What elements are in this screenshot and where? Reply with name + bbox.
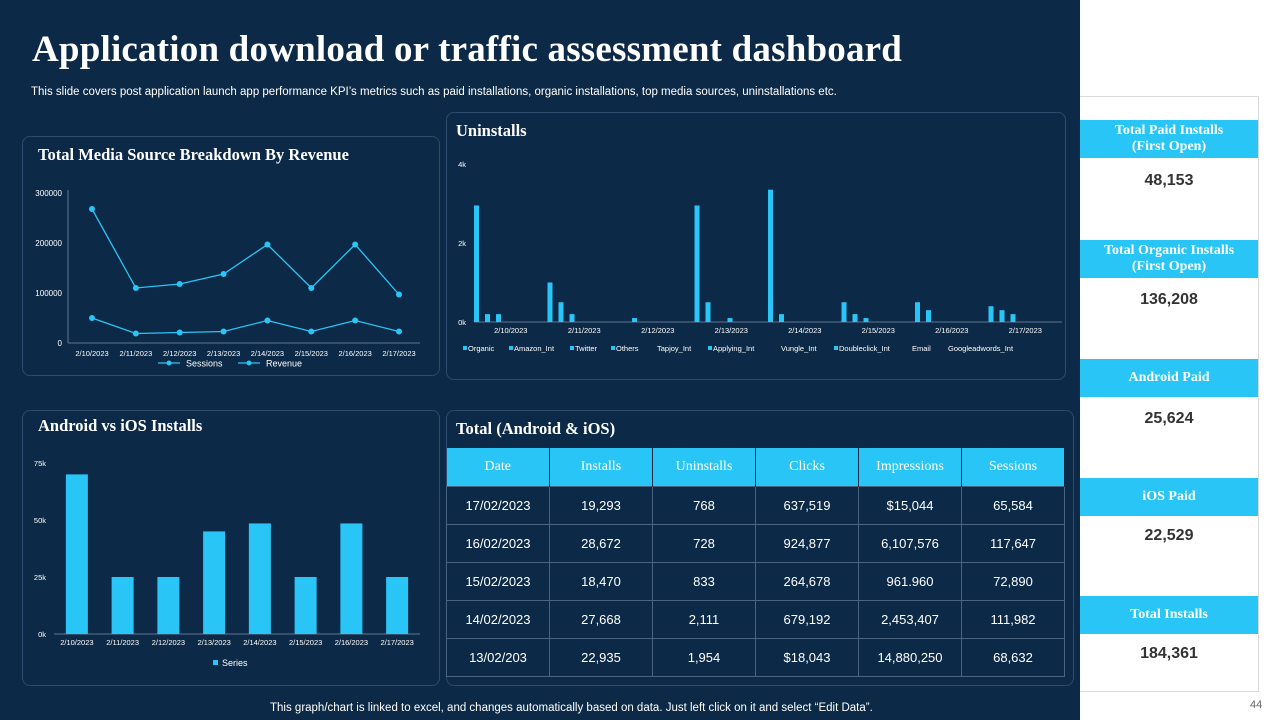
table-cell: 111,982: [961, 600, 1065, 639]
media-source-title: Total Media Source Breakdown By Revenue: [38, 145, 349, 164]
kpi-value-ios-paid: 22,529: [1144, 527, 1194, 544]
totals-table: Date Installs Uninstalls Clicks Impressions S…: [446, 448, 1065, 677]
table-row: 15/02/2023 18,470 833 264,678 961.960 72,890: [446, 562, 1065, 601]
page-subtitle: This slide covers post application launc…: [31, 86, 837, 98]
table-cell: 68,632: [961, 638, 1065, 677]
table-cell: 14/02/2023: [446, 600, 550, 639]
table-row: 14/02/2023 27,668 2,111 679,192 2,453,407 111…: [446, 600, 1065, 639]
column-header: Clicks: [755, 448, 859, 487]
table-cell: 28,672: [549, 524, 653, 563]
kpi-label-organic-installs: Total Organic Installs (First Open): [1080, 240, 1258, 278]
table-row: 17/02/2023 19,293 768 637,519 $15,044 65,584: [446, 486, 1065, 525]
table-cell: 961.960: [858, 562, 962, 601]
total-title: Total (Android & iOS): [456, 419, 616, 438]
table-cell: 14,880,250: [858, 638, 962, 677]
table-cell: 768: [652, 486, 756, 525]
table-cell: 27,668: [549, 600, 653, 639]
table-cell: 2,453,407: [858, 600, 962, 639]
table-cell: $15,044: [858, 486, 962, 525]
table-cell: 6,107,576: [858, 524, 962, 563]
table-cell: 15/02/2023: [446, 562, 550, 601]
footer-note: This graph/chart is linked to excel, and…: [270, 702, 873, 714]
kpi-value-android-paid: 25,624: [1144, 410, 1194, 427]
table-cell: 924,877: [755, 524, 859, 563]
column-header: Installs: [549, 448, 653, 487]
table-cell: 117,647: [961, 524, 1065, 563]
kpi-label-paid-installs: Total Paid Installs (First Open): [1080, 120, 1258, 158]
table-cell: 19,293: [549, 486, 653, 525]
table-cell: 1,954: [652, 638, 756, 677]
table-cell: 679,192: [755, 600, 859, 639]
media-source-panel: [22, 136, 440, 376]
table-row: 16/02/2023 28,672 728 924,877 6,107,576 117,6…: [446, 524, 1065, 563]
table-cell: 2,111: [652, 600, 756, 639]
kpi-label-android-paid: Android Paid: [1080, 359, 1258, 397]
installs-title: Android vs iOS Installs: [38, 416, 203, 435]
uninstalls-title: Uninstalls: [456, 121, 527, 140]
page-number: 44: [1250, 699, 1263, 711]
installs-panel: [22, 410, 440, 686]
table-cell: 13/02/203: [446, 638, 550, 677]
table-cell: 18,470: [549, 562, 653, 601]
kpi-value-total-installs: 184,361: [1140, 645, 1198, 662]
table-header-row: Date Installs Uninstalls Clicks Impressions S…: [446, 448, 1065, 487]
table-row: 13/02/203 22,935 1,954 $18,043 14,880,250 68,…: [446, 638, 1065, 677]
table-cell: 728: [652, 524, 756, 563]
column-header: Uninstalls: [652, 448, 756, 487]
kpi-label-ios-paid: iOS Paid: [1080, 478, 1258, 516]
table-cell: 16/02/2023: [446, 524, 550, 563]
column-header: Impressions: [858, 448, 962, 487]
table-cell: 637,519: [755, 486, 859, 525]
table-cell: 264,678: [755, 562, 859, 601]
column-header: Sessions: [961, 448, 1065, 487]
table-cell: $18,043: [755, 638, 859, 677]
table-cell: 22,935: [549, 638, 653, 677]
uninstalls-panel: [446, 112, 1066, 380]
kpi-value-organic-installs: 136,208: [1140, 291, 1198, 308]
page-title: Application download or traffic assessme…: [32, 29, 903, 70]
kpi-label-total-installs: Total Installs: [1080, 596, 1258, 634]
column-header: Date: [446, 448, 550, 487]
table-cell: 17/02/2023: [446, 486, 550, 525]
table-cell: 65,584: [961, 486, 1065, 525]
table-cell: 833: [652, 562, 756, 601]
kpi-value-paid-installs: 48,153: [1144, 172, 1194, 189]
table-cell: 72,890: [961, 562, 1065, 601]
